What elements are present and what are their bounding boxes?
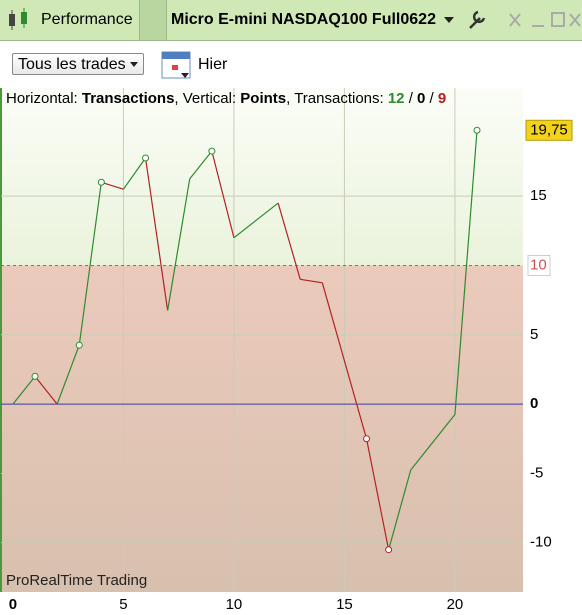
line-segment: [454, 130, 478, 415]
point-marker: [75, 341, 83, 349]
y-tick-label: 10: [530, 256, 547, 273]
last-value-box: [525, 119, 573, 141]
line-segment: [167, 178, 191, 311]
candle-icon: [9, 8, 27, 30]
line-segment: [101, 181, 124, 190]
header-part: , Vertical:: [174, 90, 240, 107]
line-segment: [189, 150, 213, 180]
x-tick-label: 10: [226, 596, 243, 613]
last-value-label: 19,75: [530, 121, 568, 138]
line-segment: [144, 157, 169, 311]
tab-label[interactable]: Performance: [41, 11, 133, 28]
header-part: /: [405, 90, 418, 107]
y-tick-label: 5: [530, 326, 538, 343]
header-part: Horizontal:: [6, 90, 82, 107]
x-tick-label: 15: [336, 596, 353, 613]
loss-zone: [1, 265, 523, 592]
calendar-icon[interactable]: [161, 48, 193, 80]
line-segment: [233, 202, 279, 239]
instrument[interactable]: Micro E-mini NASDAQ100 Full0622: [171, 11, 436, 28]
line-segment: [300, 278, 323, 284]
y-tick-label: 15: [530, 187, 547, 204]
point-marker: [473, 126, 481, 134]
dropdown-arrow: [130, 62, 138, 67]
chart-header: Horizontal: Transactions, Vertical: Poin…: [6, 90, 446, 107]
point-marker: [142, 154, 150, 162]
period-label[interactable]: Hier: [198, 56, 228, 73]
header-part: /: [425, 90, 438, 107]
point-marker: [97, 178, 105, 186]
x-tick-label: 0: [9, 596, 17, 613]
profit-zone: [1, 88, 523, 266]
line-segment: [365, 438, 390, 550]
chart: 0 5 10 15 20 -10 -5 0 5 10 15 19,75 Horizontal: Tran…: [0, 88, 573, 613]
header-part: 9: [438, 90, 446, 107]
line-segment: [410, 414, 456, 471]
filter-row: Tous les trades Hier: [0, 41, 582, 88]
line-segment: [321, 282, 368, 439]
y-tick-label: -10: [530, 534, 552, 551]
dropdown-arrow[interactable]: [444, 17, 454, 24]
header-part: Transactions: [82, 90, 175, 107]
y-tick-label: -5: [530, 464, 543, 481]
line-segment: [56, 344, 80, 405]
line-segment: [277, 202, 301, 280]
point-marker: [385, 546, 393, 554]
header-part: 12: [388, 90, 405, 107]
line-segment: [12, 376, 36, 405]
header-part: Points: [240, 90, 286, 107]
header-part: , Transactions:: [286, 90, 388, 107]
line-segment: [388, 469, 412, 550]
line-segment: [34, 376, 58, 405]
trade-filter-label: Tous les trades: [18, 56, 126, 73]
point-marker: [31, 372, 39, 380]
header-part: 0: [417, 90, 425, 107]
trade-filter[interactable]: Tous les trades: [12, 53, 144, 75]
x-tick-label: 5: [119, 596, 127, 613]
line-segment: [122, 157, 147, 190]
point-marker: [363, 435, 371, 443]
watermark: ProRealTime Trading: [6, 572, 147, 589]
point-marker: [208, 147, 216, 155]
link-icon[interactable]: [139, 0, 167, 40]
x-tick-label: 20: [447, 596, 464, 613]
window-controls[interactable]: [466, 8, 582, 32]
line-segment: [78, 182, 102, 346]
threshold-box: [527, 254, 551, 276]
line-segment: [211, 150, 235, 238]
toolbar: Performance Micro E-mini NASDAQ100 Full0…: [0, 0, 582, 41]
y-tick-label: 0: [530, 395, 538, 412]
